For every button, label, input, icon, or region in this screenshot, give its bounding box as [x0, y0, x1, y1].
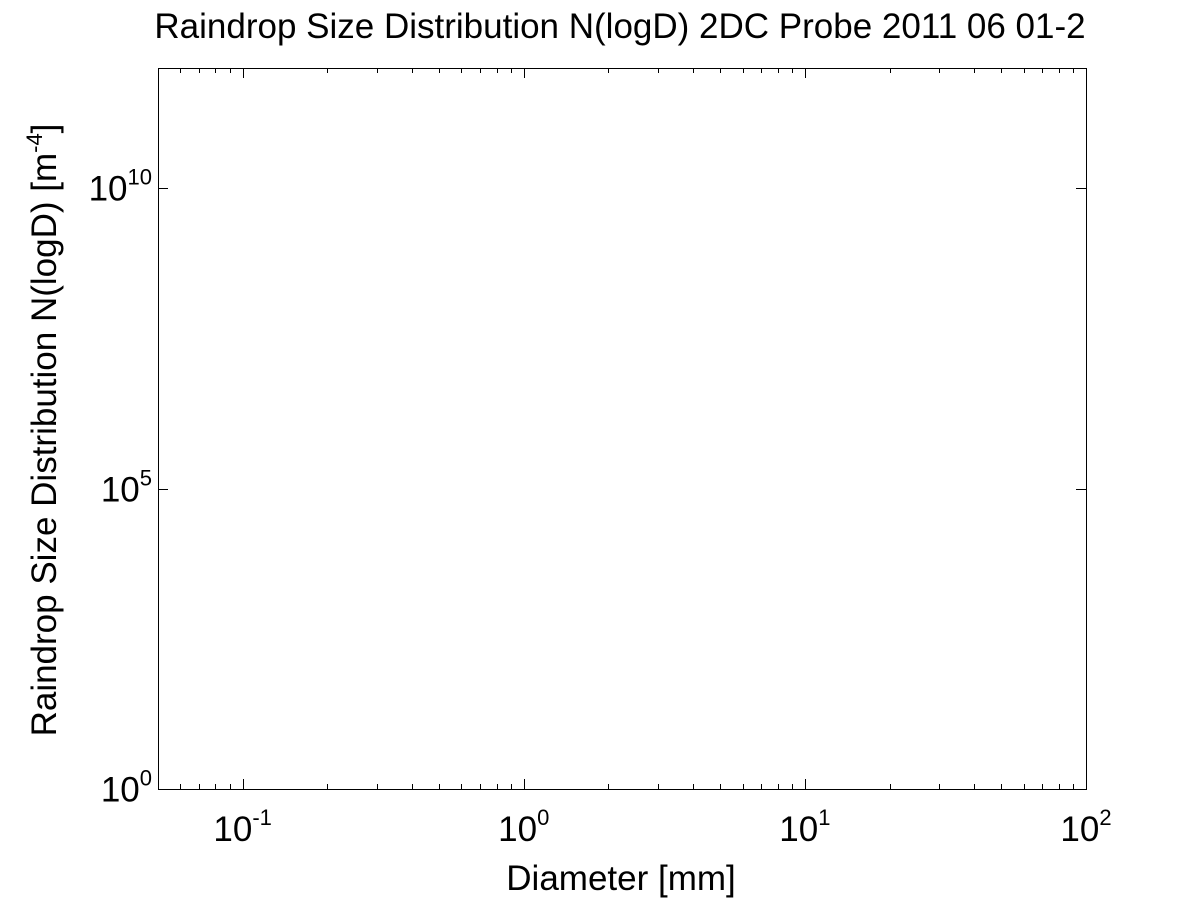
- x-tick-label-base: 10: [498, 810, 537, 849]
- x-tick-label-exponent: 2: [1099, 805, 1111, 830]
- x-tick-label: 102: [1060, 805, 1111, 849]
- x-tick-label: 101: [779, 805, 830, 849]
- x-tick-label-exponent: 1: [818, 805, 830, 830]
- y-tick-label: 105: [101, 466, 152, 510]
- x-tick-label-base: 10: [779, 810, 818, 849]
- x-tick-label-exponent: -1: [252, 805, 272, 830]
- chart-title: Raindrop Size Distribution N(logD) 2DC P…: [154, 7, 1085, 46]
- x-tick-label: 100: [498, 805, 549, 849]
- y-tick-label-exponent: 10: [128, 165, 152, 190]
- y-axis-label-suffix: ]: [25, 124, 64, 134]
- x-tick-label-base: 10: [1060, 810, 1099, 849]
- y-tick-label-base: 10: [101, 771, 140, 810]
- y-tick-label: 100: [101, 766, 152, 810]
- y-tick-label-base: 10: [89, 170, 128, 209]
- y-tick-label: 1010: [89, 165, 152, 209]
- x-tick-label-exponent: 0: [537, 805, 549, 830]
- x-axis: 10-1 100 101 102: [158, 68, 1112, 849]
- y-tick-label-exponent: 5: [140, 466, 152, 491]
- y-axis-label-exponent: -4: [22, 133, 47, 153]
- x-axis-label: Diameter [mm]: [506, 859, 735, 898]
- y-axis-label: Raindrop Size Distribution N(logD) [m-4]: [22, 124, 64, 737]
- y-axis-label-main: Raindrop Size Distribution N(logD) [m: [25, 153, 64, 737]
- x-tick-label-base: 10: [213, 810, 252, 849]
- y-tick-label-exponent: 0: [140, 766, 152, 791]
- y-tick-label-base: 10: [101, 471, 140, 510]
- plot-area: [158, 68, 1087, 790]
- x-tick-label: 10-1: [213, 805, 272, 849]
